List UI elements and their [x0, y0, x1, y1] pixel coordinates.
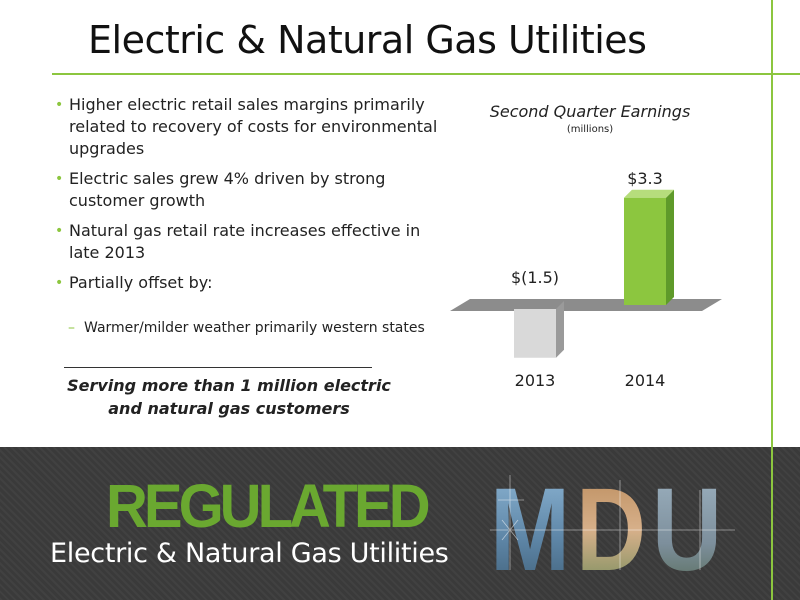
bar-front-2014 [624, 197, 666, 305]
bullet-text: Natural gas retail rate increases effect… [69, 221, 421, 262]
serving-line-2: and natural gas customers [108, 399, 350, 418]
bullet-text: Partially offset by: [69, 273, 213, 292]
bar-side-2014 [666, 189, 674, 305]
category-label-2013: 2013 [515, 371, 556, 390]
bar-2013 [514, 301, 564, 358]
logo-letter-d: D [576, 470, 646, 578]
bar-side-2013 [556, 301, 564, 358]
bullet-dot-icon: • [55, 275, 64, 291]
footer-banner [0, 447, 800, 600]
bullet-text: Electric sales grew 4% driven by strong … [69, 169, 386, 210]
sub-bullet-text: Warmer/milder weather primarily western … [84, 320, 425, 336]
regulated-wordmark: REGULATED [106, 472, 431, 541]
zero-axis-plane [450, 299, 722, 311]
bullet-item: • Natural gas retail rate increases effec… [55, 220, 440, 264]
bar-front-2013 [514, 309, 556, 358]
bullet-item: • Partially offset by: [55, 272, 440, 294]
data-label-2014: $3.3 [627, 169, 663, 188]
title-underline [52, 73, 800, 75]
bullet-dot-icon: • [55, 223, 64, 239]
bar-top-2014 [624, 189, 674, 198]
bullet-item: • Higher electric retail sales margins pr… [55, 94, 440, 160]
mdu-logo: M D U [490, 470, 735, 578]
data-label-2013: $(1.5) [511, 268, 559, 287]
page-title: Electric & Natural Gas Utilities [88, 18, 647, 62]
logo-letter-m: M [490, 470, 570, 578]
chart-title: Second Quarter Earnings [489, 102, 691, 121]
bar-2014 [624, 189, 674, 305]
bullet-dot-icon: • [55, 171, 64, 187]
bullet-dot-icon: • [55, 97, 64, 113]
sub-bullet-dash-icon: – [68, 320, 75, 336]
serving-line-1: Serving more than 1 million electric [67, 376, 391, 395]
chart-subtitle: (millions) [566, 124, 614, 135]
bullet-item: • Electric sales grew 4% driven by strong… [55, 168, 440, 212]
earnings-bar-chart: $(1.5) 2013 $3.3 2014 [450, 169, 722, 390]
bullet-list: • Higher electric retail sales margins pr… [55, 94, 440, 302]
logo-letter-u: U [652, 470, 722, 578]
category-label-2014: 2014 [625, 371, 666, 390]
serving-callout: Serving more than 1 million electric and… [64, 374, 394, 420]
footer-subtitle: Electric & Natural Gas Utilities [50, 538, 449, 569]
accent-vertical-line [771, 0, 773, 600]
bullet-text: Higher electric retail sales margins pri… [69, 95, 438, 158]
sub-bullet-item: – Warmer/milder weather primarily wester… [68, 318, 429, 339]
separator-line [64, 367, 372, 368]
